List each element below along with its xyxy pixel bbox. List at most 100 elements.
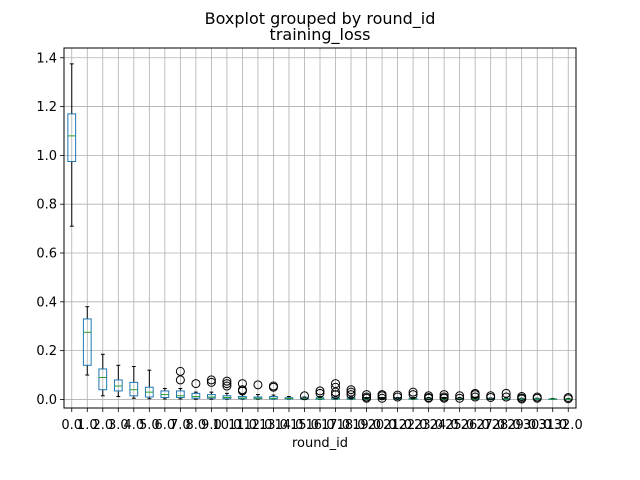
flier-point	[222, 376, 232, 386]
flier-point	[501, 392, 511, 402]
x-tick-label: 17.0	[321, 418, 350, 433]
box-group	[563, 393, 573, 404]
flier-point	[532, 393, 542, 403]
flier-point	[237, 386, 247, 396]
x-tick-label: 31.0	[538, 418, 567, 433]
flier-point	[455, 393, 465, 403]
flier-point	[299, 391, 309, 401]
flier-point	[408, 390, 418, 400]
box	[67, 113, 77, 162]
flier-point	[346, 387, 356, 397]
x-tick-label: 1.0	[77, 418, 98, 433]
flier-point	[191, 379, 201, 389]
x-tick-label: 13.0	[259, 418, 288, 433]
x-tick-label: 22.0	[399, 418, 428, 433]
x-tick-label: 11.0	[228, 418, 257, 433]
box-group	[517, 392, 527, 404]
flier-point	[331, 379, 341, 389]
box	[207, 394, 216, 399]
x-tick-label: 8.0	[186, 418, 207, 433]
box-group	[206, 375, 216, 400]
box	[98, 368, 108, 391]
box-group	[548, 397, 558, 400]
box-group	[486, 391, 496, 403]
flier-point	[175, 375, 185, 385]
box-group	[424, 391, 434, 403]
y-tick-label: 1.2	[36, 100, 57, 115]
x-tick-label: 25.0	[445, 418, 474, 433]
x-tick-label: 9.0	[201, 418, 222, 433]
x-tick-label: 7.0	[170, 418, 191, 433]
box-group	[532, 392, 542, 403]
flier-point	[331, 382, 341, 392]
x-tick-label: 32.0	[554, 418, 583, 433]
box-group	[284, 396, 294, 400]
flier-point	[455, 391, 465, 401]
box-group	[222, 376, 232, 400]
box	[175, 390, 185, 399]
box-group	[237, 379, 247, 400]
x-tick-label: 21.0	[383, 418, 412, 433]
x-axis: 0.01.02.03.04.05.06.07.08.09.010.011.012…	[61, 408, 583, 433]
box-group	[315, 386, 325, 400]
flier-point	[346, 390, 356, 400]
x-tick-label: 4.0	[123, 418, 144, 433]
box-group	[299, 391, 309, 401]
box-group	[144, 369, 154, 400]
flier-point	[206, 375, 216, 385]
box-group	[377, 390, 387, 403]
box-group	[113, 364, 123, 398]
flier-point	[470, 392, 480, 402]
flier-point	[222, 379, 232, 389]
flier-point	[331, 390, 341, 400]
flier-point	[268, 382, 278, 392]
flier-point	[393, 392, 403, 402]
flier-point	[439, 393, 449, 403]
flier-point	[486, 393, 496, 403]
x-tick-label: 16.0	[306, 418, 335, 433]
x-tick-label: 26.0	[461, 418, 490, 433]
y-tick-label: 0.8	[36, 198, 57, 213]
box	[82, 318, 92, 366]
box-group	[129, 366, 139, 399]
x-tick-label: 23.0	[414, 418, 443, 433]
flier-point	[175, 366, 185, 376]
x-tick-label: 24.0	[430, 418, 459, 433]
flier-point	[222, 381, 232, 391]
box-group	[362, 390, 372, 403]
y-tick-label: 1.4	[36, 51, 57, 66]
x-tick-label: 20.0	[368, 418, 397, 433]
x-tick-label: 27.0	[476, 418, 505, 433]
box-group	[393, 390, 403, 402]
x-tick-label: 6.0	[155, 418, 176, 433]
x-tick-label: 30.0	[523, 418, 552, 433]
flier-point	[563, 394, 573, 404]
flier-point	[206, 377, 216, 387]
y-tick-label: 0.6	[36, 247, 57, 262]
flier-point	[315, 386, 325, 396]
flier-point	[331, 387, 341, 397]
y-tick-label: 0.0	[36, 393, 57, 408]
box-group	[408, 387, 418, 400]
flier-point	[439, 390, 449, 400]
box-group	[175, 366, 185, 400]
box-group	[268, 381, 278, 400]
x-axis-label: round_id	[292, 436, 348, 451]
box-series	[67, 63, 573, 404]
x-tick-label: 15.0	[290, 418, 319, 433]
box-group	[501, 388, 511, 402]
box-group	[439, 390, 449, 403]
box-group	[331, 379, 341, 400]
box	[113, 379, 123, 392]
flier-point	[377, 393, 387, 403]
flier-point	[517, 394, 527, 404]
x-tick-label: 0.0	[61, 418, 82, 433]
chart-title: training_loss	[270, 25, 371, 45]
box-group	[455, 391, 465, 403]
flier-point	[408, 387, 418, 397]
flier-point	[362, 393, 372, 403]
y-tick-label: 0.4	[36, 295, 57, 310]
flier-point	[424, 393, 434, 403]
flier-point	[470, 390, 480, 400]
box-group	[253, 380, 263, 400]
